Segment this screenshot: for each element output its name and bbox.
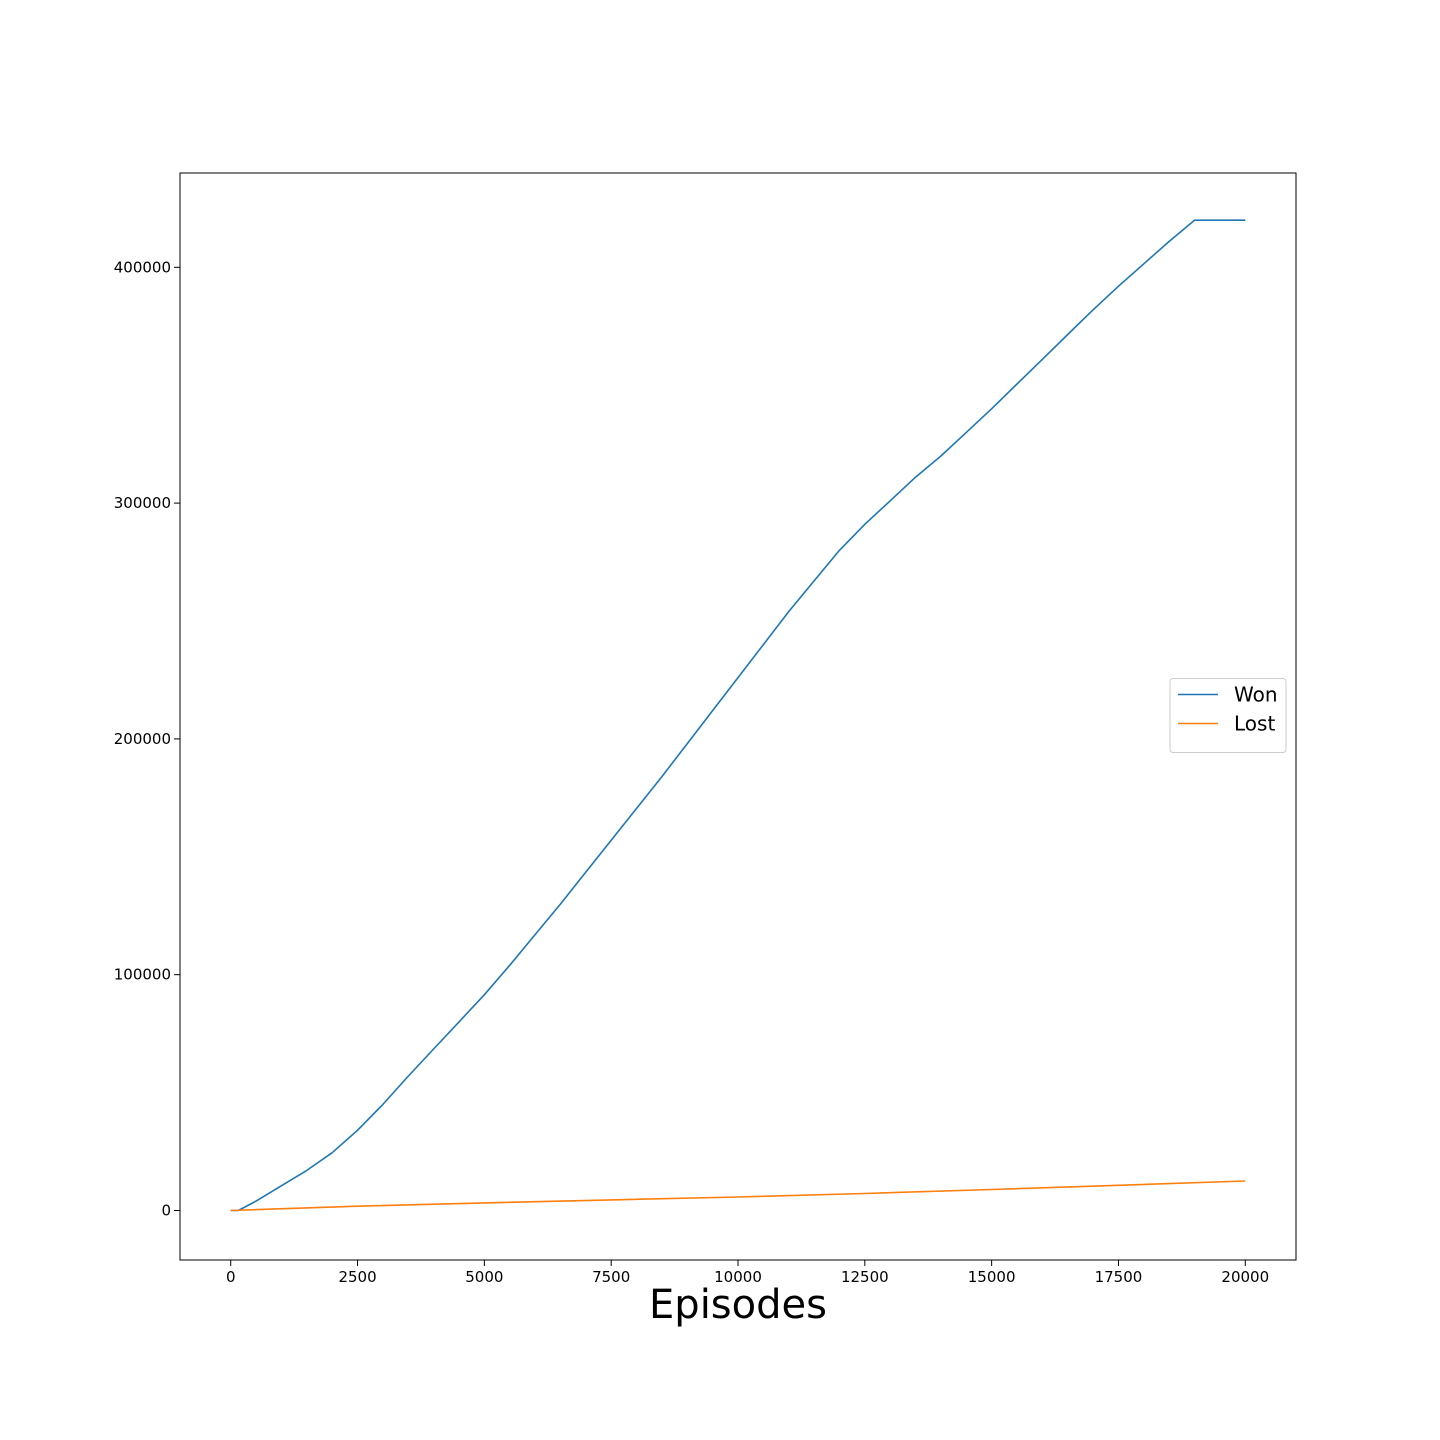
y-axis-ticks: 0 100000 200000 300000 400000 [114, 258, 180, 1219]
legend-box [1169, 678, 1287, 753]
series-line-lost [230, 1180, 1246, 1212]
x-tick-label: 17500 [1095, 1268, 1143, 1286]
y-tick-label: 300000 [114, 494, 171, 512]
y-tick-label: 0 [161, 1201, 171, 1219]
x-tick-label: 0 [226, 1268, 236, 1286]
legend: Won Lost [1169, 678, 1287, 753]
series-line-won [230, 219, 1246, 1212]
x-tick-label: 10000 [714, 1268, 762, 1286]
legend-label-lost: Lost [1234, 712, 1275, 736]
x-tick-label: 12500 [841, 1268, 889, 1286]
y-tick-label: 100000 [114, 966, 171, 984]
plot-frame [179, 172, 1297, 1261]
x-tick-label: 20000 [1221, 1268, 1269, 1286]
x-tick-label: 2500 [338, 1268, 376, 1286]
y-tick-label: 200000 [114, 730, 171, 748]
x-tick-label: 7500 [592, 1268, 630, 1286]
x-axis-ticks: 0 2500 5000 7500 10000 12500 15000 17500 20000 [226, 1260, 1269, 1286]
y-tick-label: 400000 [114, 258, 171, 276]
x-axis-label: Episodes [649, 1282, 827, 1328]
x-tick-label: 5000 [465, 1268, 503, 1286]
series-layer [230, 219, 1246, 1212]
legend-label-won: Won [1234, 683, 1278, 707]
x-tick-label: 15000 [968, 1268, 1016, 1286]
